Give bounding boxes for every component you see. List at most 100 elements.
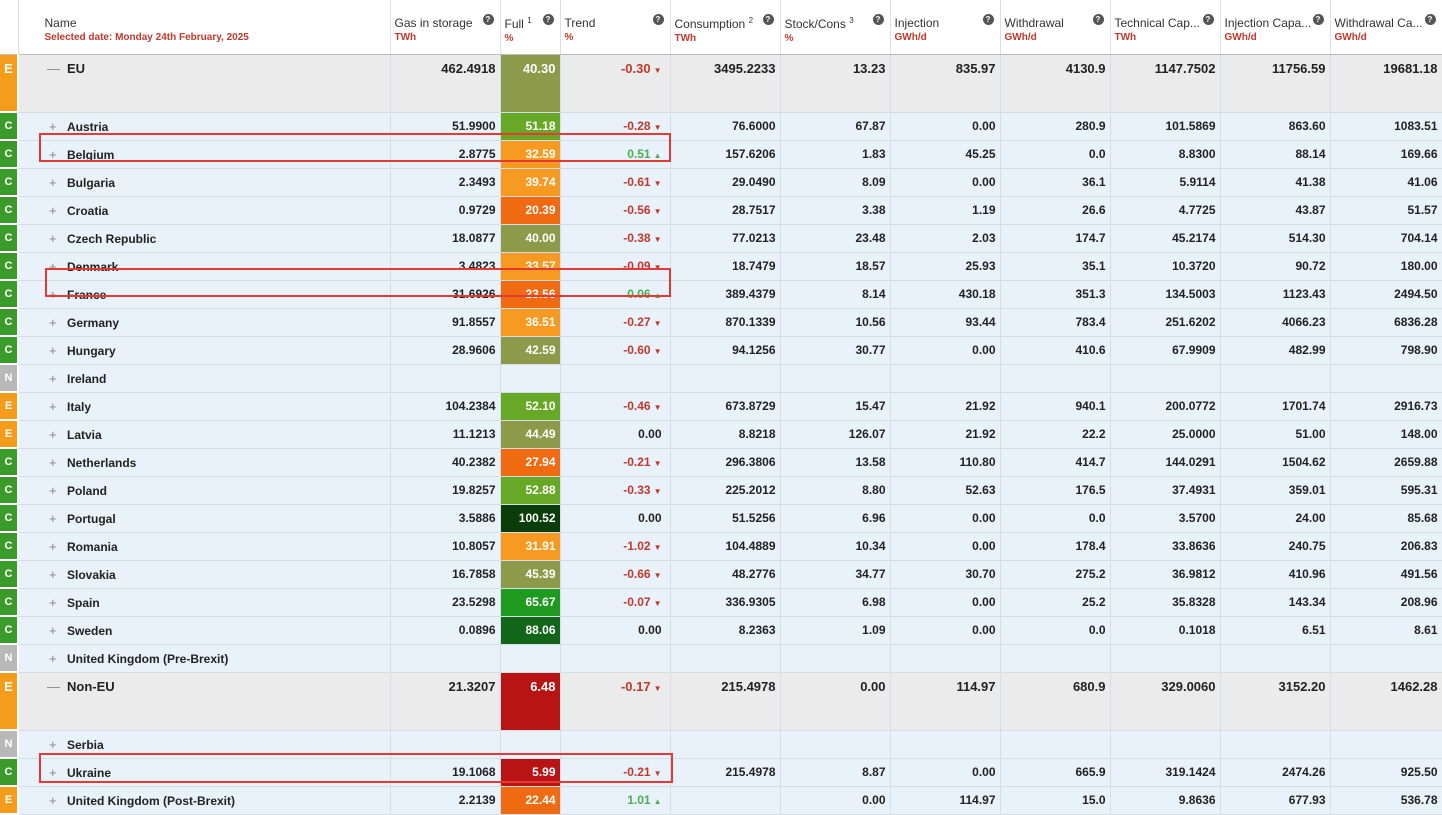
trend-up-icon: ▲ xyxy=(653,151,662,160)
withdrawal-cell: 35.1 xyxy=(1000,252,1111,281)
table-row[interactable]: C + Portugal 3.5886 100.52 0.00 51.5256 6.96 0.0… xyxy=(0,504,1442,533)
table-row[interactable]: C + Belgium 2.8775 32.59 0.51 ▲ 157.6206 1.83 45.… xyxy=(0,140,1442,169)
trend-value: -0.33 xyxy=(623,483,651,497)
table-row[interactable]: C + Ukraine 19.1068 5.99 -0.21 ▼ 215.4978 8.87 0.… xyxy=(0,758,1442,787)
injection-capacity-cell: 359.01 xyxy=(1220,476,1331,505)
help-icon[interactable]: ? xyxy=(1202,14,1214,25)
withdrawal-cell: 940.1 xyxy=(1000,392,1111,421)
expand-icon[interactable]: + xyxy=(49,622,57,638)
column-header-injection-capacity[interactable]: Injection Capa... GWh/d? xyxy=(1220,0,1331,55)
expand-icon[interactable]: + xyxy=(49,736,57,752)
row-name: Serbia xyxy=(67,737,104,752)
table-row[interactable]: E + United Kingdom (Post-Brexit) 2.2139 22.4… xyxy=(0,786,1442,815)
table-row[interactable]: C + Hungary 28.9606 42.59 -0.60 ▼ 94.1256 30.77 0… xyxy=(0,336,1442,365)
column-header-injection[interactable]: Injection GWh/d? xyxy=(890,0,1001,55)
full-percent-cell: 33.57 xyxy=(500,252,561,281)
table-row[interactable]: N + Serbia xyxy=(0,730,1442,759)
table-row[interactable]: C + Slovakia 16.7858 45.39 -0.66 ▼ 48.2776 34.77… xyxy=(0,560,1442,589)
table-row[interactable]: C + Spain 23.5298 65.67 -0.07 ▼ 336.9305 6.98 0.0… xyxy=(0,588,1442,617)
trend-cell: -1.02 ▼ xyxy=(560,532,671,561)
table-row[interactable]: C + Netherlands 40.2382 27.94 -0.21 ▼ 296.3806 1… xyxy=(0,448,1442,477)
table-row[interactable]: E + Italy 104.2384 52.10 -0.46 ▼ 673.8729 15.47 2… xyxy=(0,392,1442,421)
table-row[interactable]: N + Ireland xyxy=(0,364,1442,393)
column-header-consumption[interactable]: Consumption 2 TWh? xyxy=(670,0,781,55)
withdrawal-cell: 275.2 xyxy=(1000,560,1111,589)
category-badge: E xyxy=(0,54,19,113)
help-icon[interactable]: ? xyxy=(762,14,774,25)
expand-icon[interactable]: + xyxy=(49,258,57,274)
column-header-withdrawal[interactable]: Withdrawal GWh/d? xyxy=(1000,0,1111,55)
column-unit: GWh/d xyxy=(1224,32,1257,43)
expand-icon[interactable]: + xyxy=(49,314,57,330)
row-name: Hungary xyxy=(67,343,116,358)
collapse-icon[interactable]: — xyxy=(47,678,60,694)
expand-icon[interactable]: + xyxy=(49,454,57,470)
injection-capacity-cell: 41.38 xyxy=(1220,168,1331,197)
table-row[interactable]: C + Sweden 0.0896 88.06 0.00 8.2363 1.09 0.00 0.0… xyxy=(0,616,1442,645)
group-row[interactable]: E — Non-EU 21.3207 6.48 -0.17 ▼ 215.4978 0.00 114… xyxy=(0,672,1442,731)
table-row[interactable]: C + France 31.6926 23.56 0.06 ▲ 389.4379 8.14 430… xyxy=(0,280,1442,309)
expand-icon[interactable]: + xyxy=(49,566,57,582)
table-row[interactable]: C + Denmark 3.4823 33.57 -0.09 ▼ 18.7479 18.57 25… xyxy=(0,252,1442,281)
help-icon[interactable]: ? xyxy=(482,14,494,25)
expand-icon[interactable]: + xyxy=(49,342,57,358)
table-row[interactable]: C + Austria 51.9900 51.18 -0.28 ▼ 76.6000 67.87 0… xyxy=(0,112,1442,141)
expand-icon[interactable]: + xyxy=(49,764,57,780)
table-row[interactable]: C + Bulgaria 2.3493 39.74 -0.61 ▼ 29.0490 8.09 0.… xyxy=(0,168,1442,197)
column-header-storage[interactable]: Gas in storage TWh? xyxy=(390,0,501,55)
help-icon[interactable]: ? xyxy=(1092,14,1104,25)
help-icon[interactable]: ? xyxy=(542,14,554,25)
table-row[interactable]: C + Czech Republic 18.0877 40.00 -0.38 ▼ 77.021… xyxy=(0,224,1442,253)
expand-icon[interactable]: + xyxy=(49,202,57,218)
column-header-technical-capacity[interactable]: Technical Cap... TWh? xyxy=(1110,0,1221,55)
expand-icon[interactable]: + xyxy=(49,174,57,190)
column-header-trend[interactable]: Trend%? xyxy=(560,0,671,55)
gas-in-storage-cell: 23.5298 xyxy=(390,588,501,617)
row-name-cell: + Czech Republic xyxy=(18,224,391,253)
help-icon[interactable]: ? xyxy=(652,14,664,25)
expand-icon[interactable]: + xyxy=(49,594,57,610)
column-header-stock-cons[interactable]: Stock/Cons 3%? xyxy=(780,0,891,55)
expand-icon[interactable]: + xyxy=(49,146,57,162)
expand-icon[interactable]: + xyxy=(49,286,57,302)
help-icon[interactable]: ? xyxy=(1424,14,1436,25)
group-row[interactable]: E — EU 462.4918 40.30 -0.30 ▼ 3495.2233 13.23 835… xyxy=(0,54,1442,113)
table-row[interactable]: C + Croatia 0.9729 20.39 -0.56 ▼ 28.7517 3.38 1.1… xyxy=(0,196,1442,225)
trend-cell: 0.00 xyxy=(560,504,671,533)
column-header-withdrawal-capacity[interactable]: Withdrawal Ca... GWh/d? xyxy=(1330,0,1442,55)
expand-icon[interactable]: + xyxy=(49,650,57,666)
collapse-icon[interactable]: — xyxy=(47,61,60,76)
expand-icon[interactable]: + xyxy=(49,482,57,498)
injection-cell: 30.70 xyxy=(890,560,1001,589)
table-row[interactable]: C + Germany 91.8557 36.51 -0.27 ▼ 870.1339 10.56… xyxy=(0,308,1442,337)
expand-icon[interactable]: + xyxy=(49,230,57,246)
category-badge: N xyxy=(0,364,19,393)
expand-icon[interactable]: + xyxy=(49,118,57,134)
table-row[interactable]: C + Poland 19.8257 52.88 -0.33 ▼ 225.2012 8.80 52… xyxy=(0,476,1442,505)
expand-icon[interactable]: + xyxy=(49,510,57,526)
column-header-full[interactable]: Full 1%? xyxy=(500,0,561,55)
help-icon[interactable]: ? xyxy=(982,14,994,25)
help-icon[interactable]: ? xyxy=(1312,14,1324,25)
column-header-name[interactable]: Name Selected date: Monday 24th February… xyxy=(18,0,391,55)
trend-value: -0.27 xyxy=(623,315,651,329)
expand-icon[interactable]: + xyxy=(49,426,57,442)
column-label: Gas in storage xyxy=(394,16,473,30)
help-icon[interactable]: ? xyxy=(872,14,884,25)
injection-capacity-cell: 240.75 xyxy=(1220,532,1331,561)
expand-icon[interactable]: + xyxy=(49,538,57,554)
withdrawal-cell: 174.7 xyxy=(1000,224,1111,253)
expand-icon[interactable]: + xyxy=(49,792,57,808)
table-row[interactable]: C + Romania 10.8057 31.91 -1.02 ▼ 104.4889 10.34… xyxy=(0,532,1442,561)
trend-cell: -0.21 ▼ xyxy=(560,448,671,477)
expand-icon[interactable]: + xyxy=(49,370,57,386)
expand-icon[interactable]: + xyxy=(49,398,57,414)
row-name-cell: + United Kingdom (Post-Brexit) xyxy=(18,786,391,815)
table-row[interactable]: E + Latvia 11.1213 44.49 0.00 8.8218 126.07 21.9… xyxy=(0,420,1442,449)
injection-capacity-cell: 11756.59 xyxy=(1220,54,1331,113)
injection-capacity-cell: 43.87 xyxy=(1220,196,1331,225)
table-row[interactable]: N + United Kingdom (Pre-Brexit) xyxy=(0,644,1442,673)
withdrawal-capacity-cell: 536.78 xyxy=(1330,786,1442,815)
injection-cell xyxy=(890,644,1001,673)
injection-cell: 0.00 xyxy=(890,758,1001,787)
